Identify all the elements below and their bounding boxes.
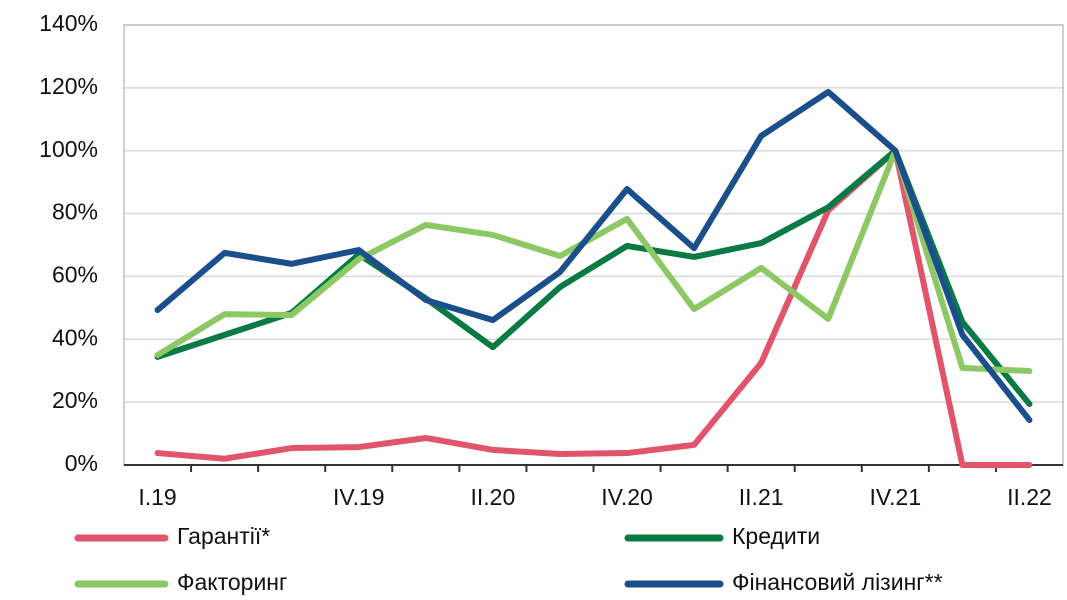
series-line <box>154 88 1033 424</box>
x-tick-label: IV.19 <box>333 484 385 510</box>
y-tick-label: 140% <box>39 10 98 36</box>
x-tick-label: I.19 <box>138 484 176 510</box>
x-tick-label: II.22 <box>1007 484 1052 510</box>
legend-label: Кредити <box>732 523 820 549</box>
y-tick-label: 100% <box>39 136 98 162</box>
y-tick-label: 80% <box>52 199 98 225</box>
y-tick-label: 0% <box>65 450 98 476</box>
x-tick-label: IV.21 <box>870 484 922 510</box>
legend-label: Гарантії* <box>177 523 270 549</box>
x-tick-label: IV.20 <box>601 484 653 510</box>
series-line <box>154 147 1033 375</box>
x-tick-label: II.21 <box>739 484 784 510</box>
x-tick-label: II.20 <box>471 484 516 510</box>
y-tick-label: 20% <box>52 387 98 413</box>
legend-label: Факторинг <box>177 569 287 595</box>
y-tick-label: 60% <box>52 262 98 288</box>
series-line <box>154 147 1033 468</box>
series-line <box>154 147 1033 408</box>
y-tick-label: 120% <box>39 73 98 99</box>
y-tick-label: 40% <box>52 324 98 350</box>
legend-label: Фінансовий лізинг** <box>732 569 943 595</box>
